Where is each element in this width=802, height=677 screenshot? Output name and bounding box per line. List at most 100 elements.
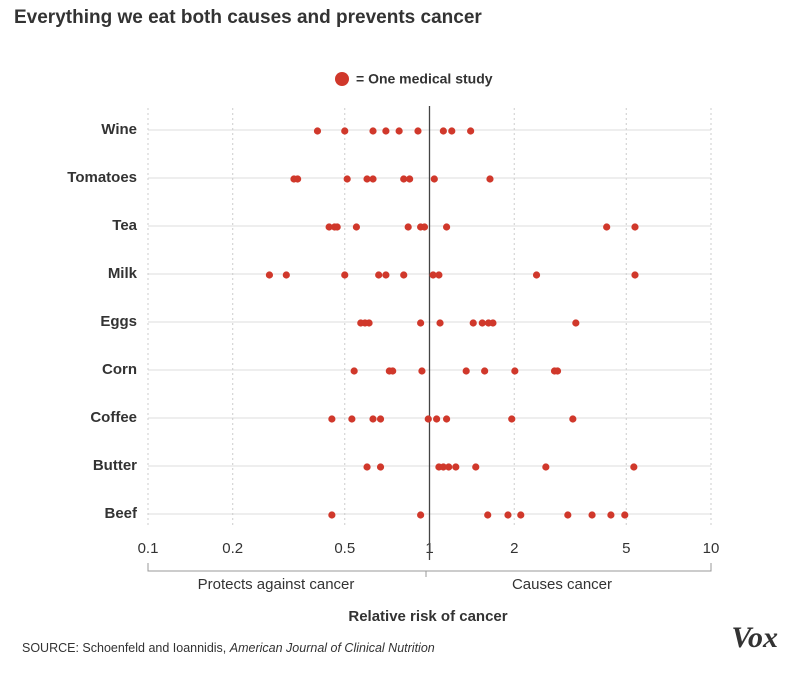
study-dot [572,319,580,327]
study-dot [504,511,512,519]
study-dot [486,175,494,183]
study-dot [352,223,361,231]
study-dot [439,127,447,135]
x-tick-label: 10 [703,540,720,557]
source-text: SOURCE: Schoenfeld and Ioannidis, [22,641,226,655]
study-dot [420,223,429,231]
x-tick-label: 5 [622,540,630,557]
study-dot [404,223,412,231]
x-tick-label: 0.2 [222,540,243,557]
left-note: Protects against cancer [198,576,355,593]
y-tick-label: Tea [112,217,137,234]
study-dot [631,223,639,231]
x-tick-label: 0.1 [138,540,159,557]
study-dot [532,271,541,279]
study-dot [350,367,358,375]
study-dot [630,463,638,471]
source-journal: American Journal of Clinical Nutrition [229,641,435,655]
study-dot [406,175,414,183]
y-tick-label: Corn [102,361,137,378]
study-dot [435,271,443,279]
x-tick-label: 2 [510,540,518,557]
study-dot [395,127,403,135]
y-tick-label: Beef [104,505,138,522]
y-tick-label: Tomatoes [67,169,137,186]
study-dot [265,271,274,279]
study-dot [365,319,373,327]
study-dot [282,271,290,279]
study-dot [382,127,390,135]
study-dot [603,223,611,231]
logo: Vox [731,621,778,654]
study-dot [294,175,302,183]
study-dot [569,415,577,423]
study-dot [439,463,447,471]
x-axis-label: Relative risk of cancer [348,608,507,625]
study-dot [433,415,441,423]
y-tick-label: Coffee [90,409,137,426]
y-tick-label: Butter [93,457,137,474]
study-dot [369,415,377,423]
study-dot [417,511,425,519]
study-dot [375,271,383,279]
study-dot [542,463,550,471]
study-dot [418,367,426,375]
study-dot [452,463,460,471]
y-tick-label: Wine [101,121,137,138]
study-dot [343,175,351,183]
study-dot [400,175,408,183]
study-dot [363,175,371,183]
study-dot [417,319,425,327]
chart-title: Everything we eat both causes and preven… [14,7,482,28]
legend-label: = One medical study [356,71,493,87]
study-dot [400,271,408,279]
study-dot [442,223,451,231]
y-tick-label: Eggs [100,313,137,330]
study-dot [325,223,333,231]
study-dot [341,127,349,135]
study-dot [363,463,371,471]
study-dot [328,511,336,519]
study-dot [389,367,397,375]
study-dot [442,415,451,423]
study-dot [508,415,516,423]
right-note: Causes cancer [512,576,612,593]
study-dot [448,127,456,135]
study-dot [430,175,438,183]
study-dot [462,367,470,375]
study-dot [414,127,422,135]
study-dot [564,511,572,519]
study-dot [436,319,444,327]
study-dot [588,511,596,519]
study-dot [382,271,390,279]
study-dot [333,223,341,231]
study-dot [341,271,349,279]
study-dot [313,127,322,135]
study-dot [489,319,497,327]
study-dot [469,319,477,327]
study-dot [481,367,489,375]
legend-marker [335,72,349,86]
study-dot [478,319,486,327]
study-dot [621,511,629,519]
bracket [147,563,712,577]
study-dot [376,463,385,471]
study-dot [484,511,492,519]
x-tick-label: 0.5 [334,540,355,557]
study-dot [607,511,615,519]
source: SOURCE: Schoenfeld and Ioannidis, Americ… [22,641,435,655]
study-dot [424,415,432,423]
study-dot [429,271,437,279]
study-dot [369,127,377,135]
study-dot [376,415,385,423]
y-tick-label: Milk [108,265,138,282]
study-dot [517,511,525,519]
study-dot [631,271,639,279]
study-dot [467,127,475,135]
study-dot [328,415,336,423]
study-dot [369,175,377,183]
study-dot [348,415,356,423]
study-dot [553,367,562,375]
